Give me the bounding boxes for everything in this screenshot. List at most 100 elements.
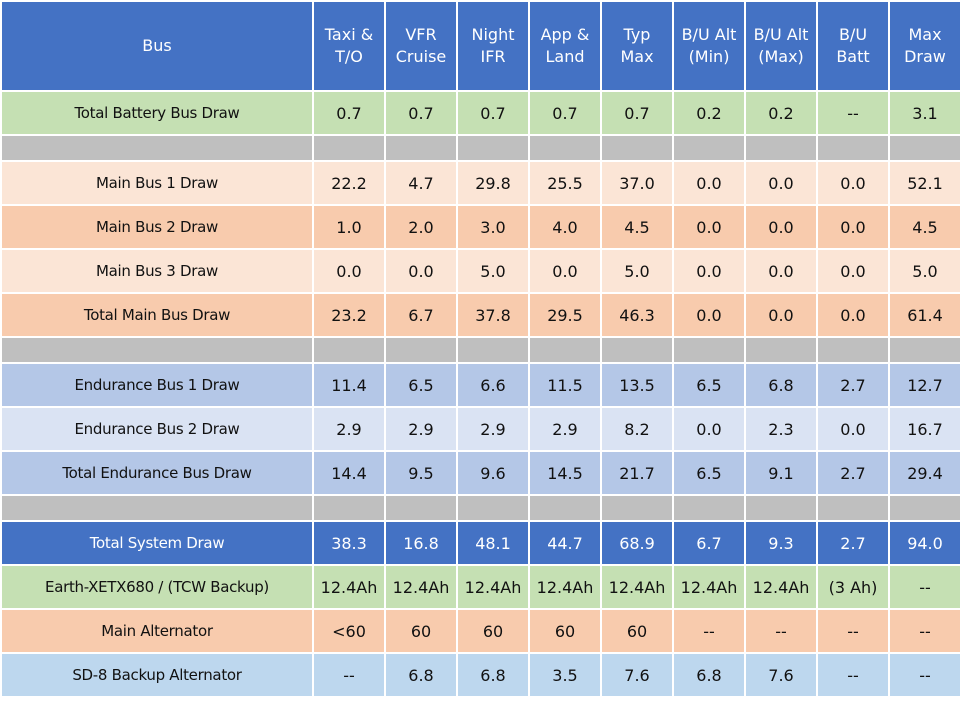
header-cell: B/U Batt: [816, 0, 890, 92]
cell: 44.7: [528, 520, 602, 566]
separator-cell: [744, 134, 818, 162]
table-row: Earth-XETX680 / (TCW Backup) 12.4Ah 12.4Ah…: [0, 564, 960, 610]
cell: 6.5: [384, 362, 458, 408]
separator-cell: [0, 134, 314, 162]
cell: 11.5: [528, 362, 602, 408]
cell: 2.0: [384, 204, 458, 250]
cell: 6.5: [672, 362, 746, 408]
header-cell: B/U Alt (Min): [672, 0, 746, 92]
cell: 0.0: [744, 248, 818, 294]
header-text: Night: [471, 25, 515, 44]
table-row: Total System Draw 38.3 16.8 48.1 44.7 68.9 6.7…: [0, 520, 960, 566]
cell: 2.9: [384, 406, 458, 452]
cell: 9.6: [456, 450, 530, 496]
cell: 9.1: [744, 450, 818, 496]
cell: 0.7: [456, 90, 530, 136]
cell: 0.0: [816, 406, 890, 452]
cell: 14.5: [528, 450, 602, 496]
header-text: IFR: [480, 47, 506, 66]
cell: 0.0: [816, 292, 890, 338]
separator-row: [0, 134, 960, 162]
separator-cell: [528, 494, 602, 522]
cell: --: [888, 652, 960, 698]
cell: --: [888, 608, 960, 654]
cell: 8.2: [600, 406, 674, 452]
cell: 6.6: [456, 362, 530, 408]
table-row: Main Bus 1 Draw 22.2 4.7 29.8 25.5 37.0 0.0 0.0…: [0, 160, 960, 206]
cell: 9.5: [384, 450, 458, 496]
cell: <60: [312, 608, 386, 654]
row-label: Endurance Bus 2 Draw: [0, 406, 314, 452]
table-row: Main Bus 2 Draw 1.0 2.0 3.0 4.0 4.5 0.0 0.0 0.0 4…: [0, 204, 960, 250]
cell: 6.7: [384, 292, 458, 338]
separator-cell: [672, 134, 746, 162]
separator-cell: [816, 494, 890, 522]
header-text: Land: [545, 47, 585, 66]
header-cell: B/U Alt (Max): [744, 0, 818, 92]
cell: 0.0: [312, 248, 386, 294]
cell: 29.8: [456, 160, 530, 206]
cell: 7.6: [744, 652, 818, 698]
cell: 3.5: [528, 652, 602, 698]
cell: 6.7: [672, 520, 746, 566]
cell: 5.0: [600, 248, 674, 294]
cell: 94.0: [888, 520, 960, 566]
separator-cell: [528, 336, 602, 364]
separator-cell: [384, 494, 458, 522]
cell: 0.0: [816, 160, 890, 206]
cell: 0.7: [600, 90, 674, 136]
table-row: Total Main Bus Draw 23.2 6.7 37.8 29.5 46.3 0.…: [0, 292, 960, 338]
cell: 2.9: [456, 406, 530, 452]
cell: 0.2: [672, 90, 746, 136]
cell: 60: [600, 608, 674, 654]
separator-cell: [456, 336, 530, 364]
cell: 5.0: [456, 248, 530, 294]
row-label: Total Endurance Bus Draw: [0, 450, 314, 496]
header-text: Taxi &: [324, 25, 374, 44]
cell: 2.7: [816, 450, 890, 496]
cell: 12.4Ah: [744, 564, 818, 610]
cell: --: [672, 608, 746, 654]
header-text: Batt: [836, 47, 870, 66]
header-cell: Night IFR: [456, 0, 530, 92]
cell: 0.0: [672, 204, 746, 250]
cell: (3 Ah): [816, 564, 890, 610]
row-label: Main Alternator: [0, 608, 314, 654]
header-text: (Min): [688, 47, 730, 66]
cell: 38.3: [312, 520, 386, 566]
separator-cell: [672, 494, 746, 522]
cell: 3.1: [888, 90, 960, 136]
cell: 2.3: [744, 406, 818, 452]
cell: 5.0: [888, 248, 960, 294]
cell: 4.5: [600, 204, 674, 250]
cell: 0.0: [816, 248, 890, 294]
cell: 11.4: [312, 362, 386, 408]
cell: 37.0: [600, 160, 674, 206]
cell: 12.4Ah: [312, 564, 386, 610]
separator-cell: [600, 336, 674, 364]
bus-draw-table: Bus Taxi & T/O VFR Cruise Night IFR App & Land Ty…: [0, 0, 960, 698]
row-label: Main Bus 3 Draw: [0, 248, 314, 294]
cell: 0.0: [744, 160, 818, 206]
cell: 4.7: [384, 160, 458, 206]
header-text: Max: [908, 25, 942, 44]
header-cell: Taxi & T/O: [312, 0, 386, 92]
cell: 0.0: [384, 248, 458, 294]
separator-cell: [456, 494, 530, 522]
cell: 0.0: [672, 406, 746, 452]
cell: 6.8: [456, 652, 530, 698]
cell: 12.4Ah: [672, 564, 746, 610]
cell: 2.7: [816, 362, 890, 408]
separator-cell: [816, 336, 890, 364]
cell: 68.9: [600, 520, 674, 566]
cell: 2.7: [816, 520, 890, 566]
cell: 0.0: [744, 292, 818, 338]
cell: 0.0: [816, 204, 890, 250]
header-text: Cruise: [395, 47, 447, 66]
separator-cell: [384, 336, 458, 364]
cell: 16.8: [384, 520, 458, 566]
separator-cell: [0, 336, 314, 364]
separator-cell: [888, 134, 960, 162]
cell: 2.9: [528, 406, 602, 452]
table-row: Endurance Bus 1 Draw 11.4 6.5 6.6 11.5 13.5 6.…: [0, 362, 960, 408]
